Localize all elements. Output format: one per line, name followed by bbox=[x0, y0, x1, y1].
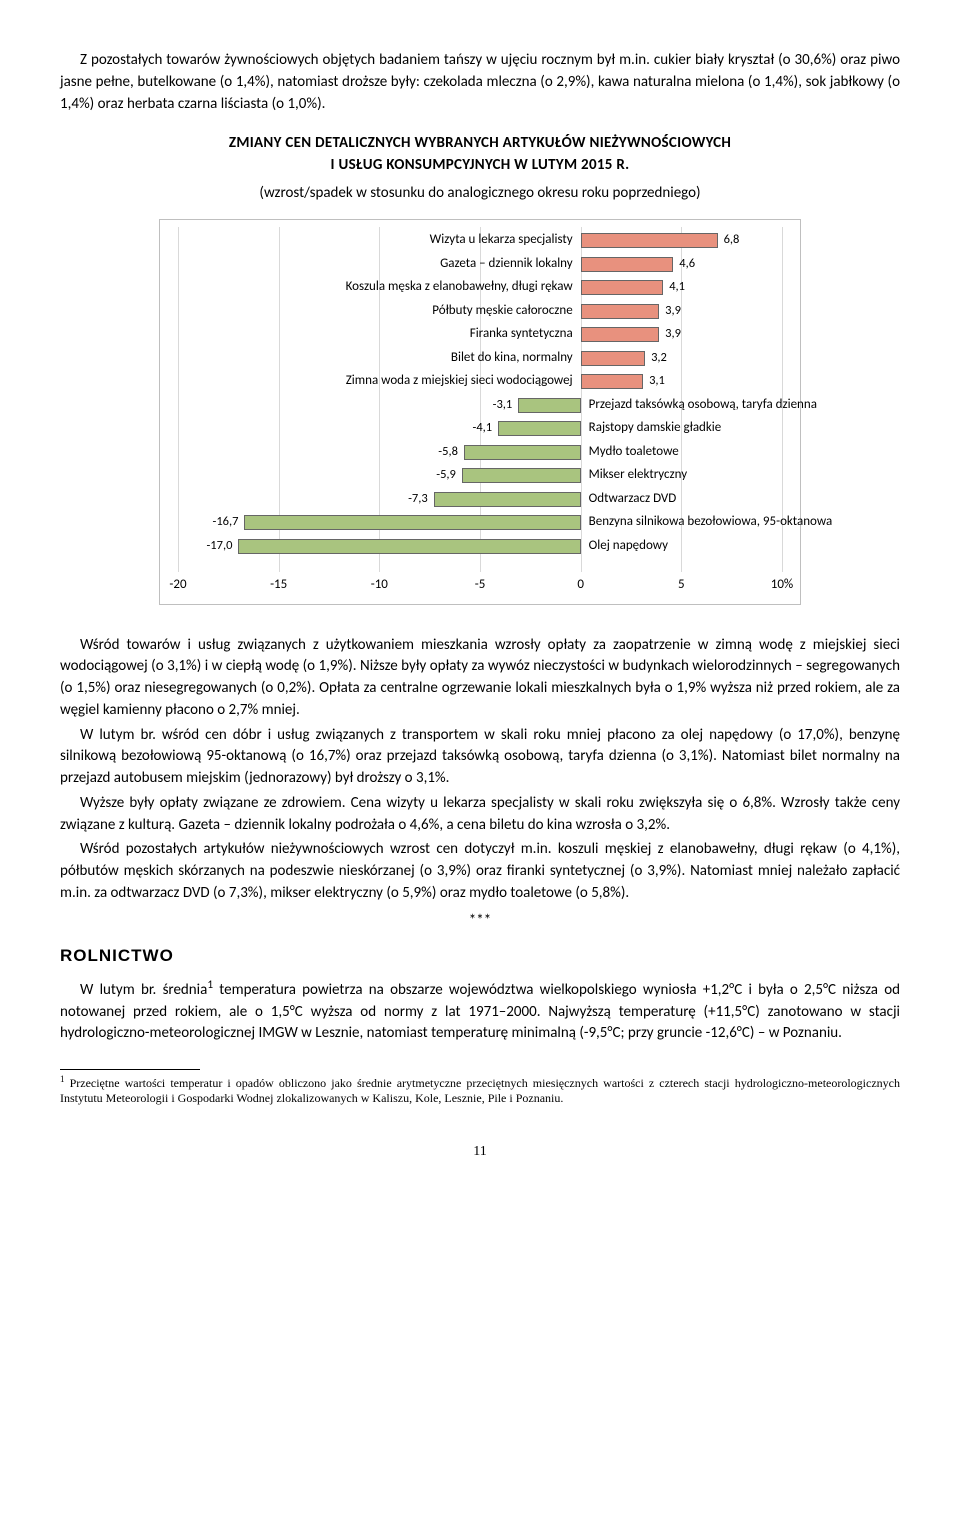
bar-positive bbox=[581, 374, 643, 389]
bar-label: Olej napędowy bbox=[581, 537, 668, 556]
paragraph-3: W lutym br. wśród cen dóbr i usług związ… bbox=[60, 725, 900, 790]
paragraph-1: Z pozostałych towarów żywnościowych obję… bbox=[60, 50, 900, 115]
bar-row: Wizyta u lekarza specjalisty 6,8 bbox=[160, 232, 800, 250]
x-tick: -10 bbox=[371, 576, 388, 595]
bar-value: 3,9 bbox=[665, 302, 681, 320]
x-tick: -20 bbox=[169, 576, 186, 595]
chart-area: Wizyta u lekarza specjalisty 6,8 Gazeta – … bbox=[160, 224, 800, 604]
x-tick: 0 bbox=[577, 576, 584, 595]
bar-negative bbox=[244, 515, 580, 530]
bar-value: -17,0 bbox=[206, 537, 232, 555]
chart-title-line1: ZMIANY CEN DETALICZNYCH WYBRANYCH ARTYKU… bbox=[229, 134, 731, 152]
bar-label: Mikser elektryczny bbox=[581, 466, 687, 485]
bar-positive bbox=[581, 351, 645, 366]
footnote-text: 1 Przeciętne wartości temperatur i opadó… bbox=[60, 1074, 900, 1106]
bar-label: Przejazd taksówką osobową, taryfa dzienn… bbox=[581, 396, 817, 415]
bar-positive bbox=[581, 304, 660, 319]
paragraph-5: Wśród pozostałych artykułów nieżywnościo… bbox=[60, 839, 900, 904]
bar-row: Bilet do kina, normalny 3,2 bbox=[160, 349, 800, 367]
bar-value: 3,1 bbox=[649, 372, 665, 390]
bar-label: Zimna woda z miejskiej sieci wodociągowe… bbox=[346, 372, 581, 391]
bar-row: Zimna woda z miejskiej sieci wodociągowe… bbox=[160, 373, 800, 391]
x-tick: -5 bbox=[475, 576, 486, 595]
bar-label: Gazeta – dziennik lokalny bbox=[440, 255, 581, 274]
bar-positive bbox=[581, 257, 674, 272]
bar-label: Bilet do kina, normalny bbox=[451, 349, 581, 368]
bar-row: -4,1 Rajstopy damskie gładkie bbox=[160, 420, 800, 438]
bar-negative bbox=[464, 445, 581, 460]
paragraph-4: Wyższe były opłaty związane ze zdrowiem.… bbox=[60, 793, 900, 837]
bar-value: 6,8 bbox=[724, 231, 740, 249]
bar-value: 4,6 bbox=[679, 255, 695, 273]
bar-value: -3,1 bbox=[493, 396, 513, 414]
bar-value: 3,2 bbox=[651, 349, 667, 367]
bar-row: -3,1Przejazd taksówką osobową, taryfa dz… bbox=[160, 396, 800, 414]
bar-label: Półbuty męskie całoroczne bbox=[432, 302, 580, 321]
bar-value: -4,1 bbox=[473, 419, 493, 437]
bar-row: Półbuty męskie całoroczne 3,9 bbox=[160, 302, 800, 320]
x-tick: -15 bbox=[270, 576, 287, 595]
bar-value: -5,8 bbox=[438, 443, 458, 461]
bar-positive bbox=[581, 280, 664, 295]
bar-label: Rajstopy damskie gładkie bbox=[581, 419, 722, 438]
bar-negative bbox=[498, 421, 581, 436]
bar-positive bbox=[581, 233, 718, 248]
chart-subtitle: (wzrost/spadek w stosunku do analogiczne… bbox=[60, 183, 900, 205]
bar-value: -5,9 bbox=[436, 466, 456, 484]
bar-row: -5,9 Mikser elektryczny bbox=[160, 467, 800, 485]
bar-value: 3,9 bbox=[665, 325, 681, 343]
x-axis: -20 -15 -10 -5 0 5 10% bbox=[160, 576, 800, 596]
bar-label: Firanka syntetyczna bbox=[470, 325, 581, 344]
section-heading: ROLNICTWO bbox=[60, 944, 900, 969]
footnote-body: Przeciętne wartości temperatur i opadów … bbox=[60, 1076, 900, 1105]
bar-row: -5,8 Mydło toaletowe bbox=[160, 443, 800, 461]
bar-value: 4,1 bbox=[669, 278, 685, 296]
bar-row: Firanka syntetyczna 3,9 bbox=[160, 326, 800, 344]
bar-negative bbox=[434, 492, 581, 507]
chart-container: Wizyta u lekarza specjalisty 6,8 Gazeta – … bbox=[159, 219, 801, 605]
bar-label: Koszula męska z elanobawełny, długi ręka… bbox=[346, 278, 581, 297]
separator-stars: *** bbox=[60, 911, 900, 933]
footnote-separator bbox=[60, 1069, 200, 1070]
bar-row: Gazeta – dziennik lokalny 4,6 bbox=[160, 255, 800, 273]
bar-label: Benzyna silnikowa bezołowiowa, 95-oktano… bbox=[581, 513, 833, 532]
bar-value: -7,3 bbox=[408, 490, 428, 508]
bar-value: -16,7 bbox=[213, 513, 239, 531]
para6-part-a: W lutym br. średnia bbox=[80, 981, 207, 999]
bar-negative bbox=[462, 468, 581, 483]
bar-label: Mydło toaletowe bbox=[581, 443, 679, 462]
chart-title-line2: I USŁUG KONSUMPCYJNYCH W LUTYM 2015 R. bbox=[331, 156, 630, 174]
bar-row: Koszula męska z elanobawełny, długi ręka… bbox=[160, 279, 800, 297]
bar-label: Odtwarzacz DVD bbox=[581, 490, 677, 509]
bar-negative bbox=[518, 398, 580, 413]
bar-row: -7,3 Odtwarzacz DVD bbox=[160, 490, 800, 508]
bar-row: -17,0 Olej napędowy bbox=[160, 537, 800, 555]
x-tick: 10% bbox=[771, 576, 793, 595]
bar-negative bbox=[238, 539, 580, 554]
bar-positive bbox=[581, 327, 660, 342]
paragraph-6: W lutym br. średnia1 temperatura powietr… bbox=[60, 977, 900, 1045]
paragraph-2: Wśród towarów i usług związanych z użytk… bbox=[60, 635, 900, 722]
bar-label: Wizyta u lekarza specjalisty bbox=[430, 231, 581, 250]
chart-title: ZMIANY CEN DETALICZNYCH WYBRANYCH ARTYKU… bbox=[60, 133, 900, 177]
page-number: 11 bbox=[60, 1142, 900, 1162]
x-tick: 5 bbox=[678, 576, 685, 595]
bar-row: -16,7Benzyna silnikowa bezołowiowa, 95-o… bbox=[160, 514, 800, 532]
